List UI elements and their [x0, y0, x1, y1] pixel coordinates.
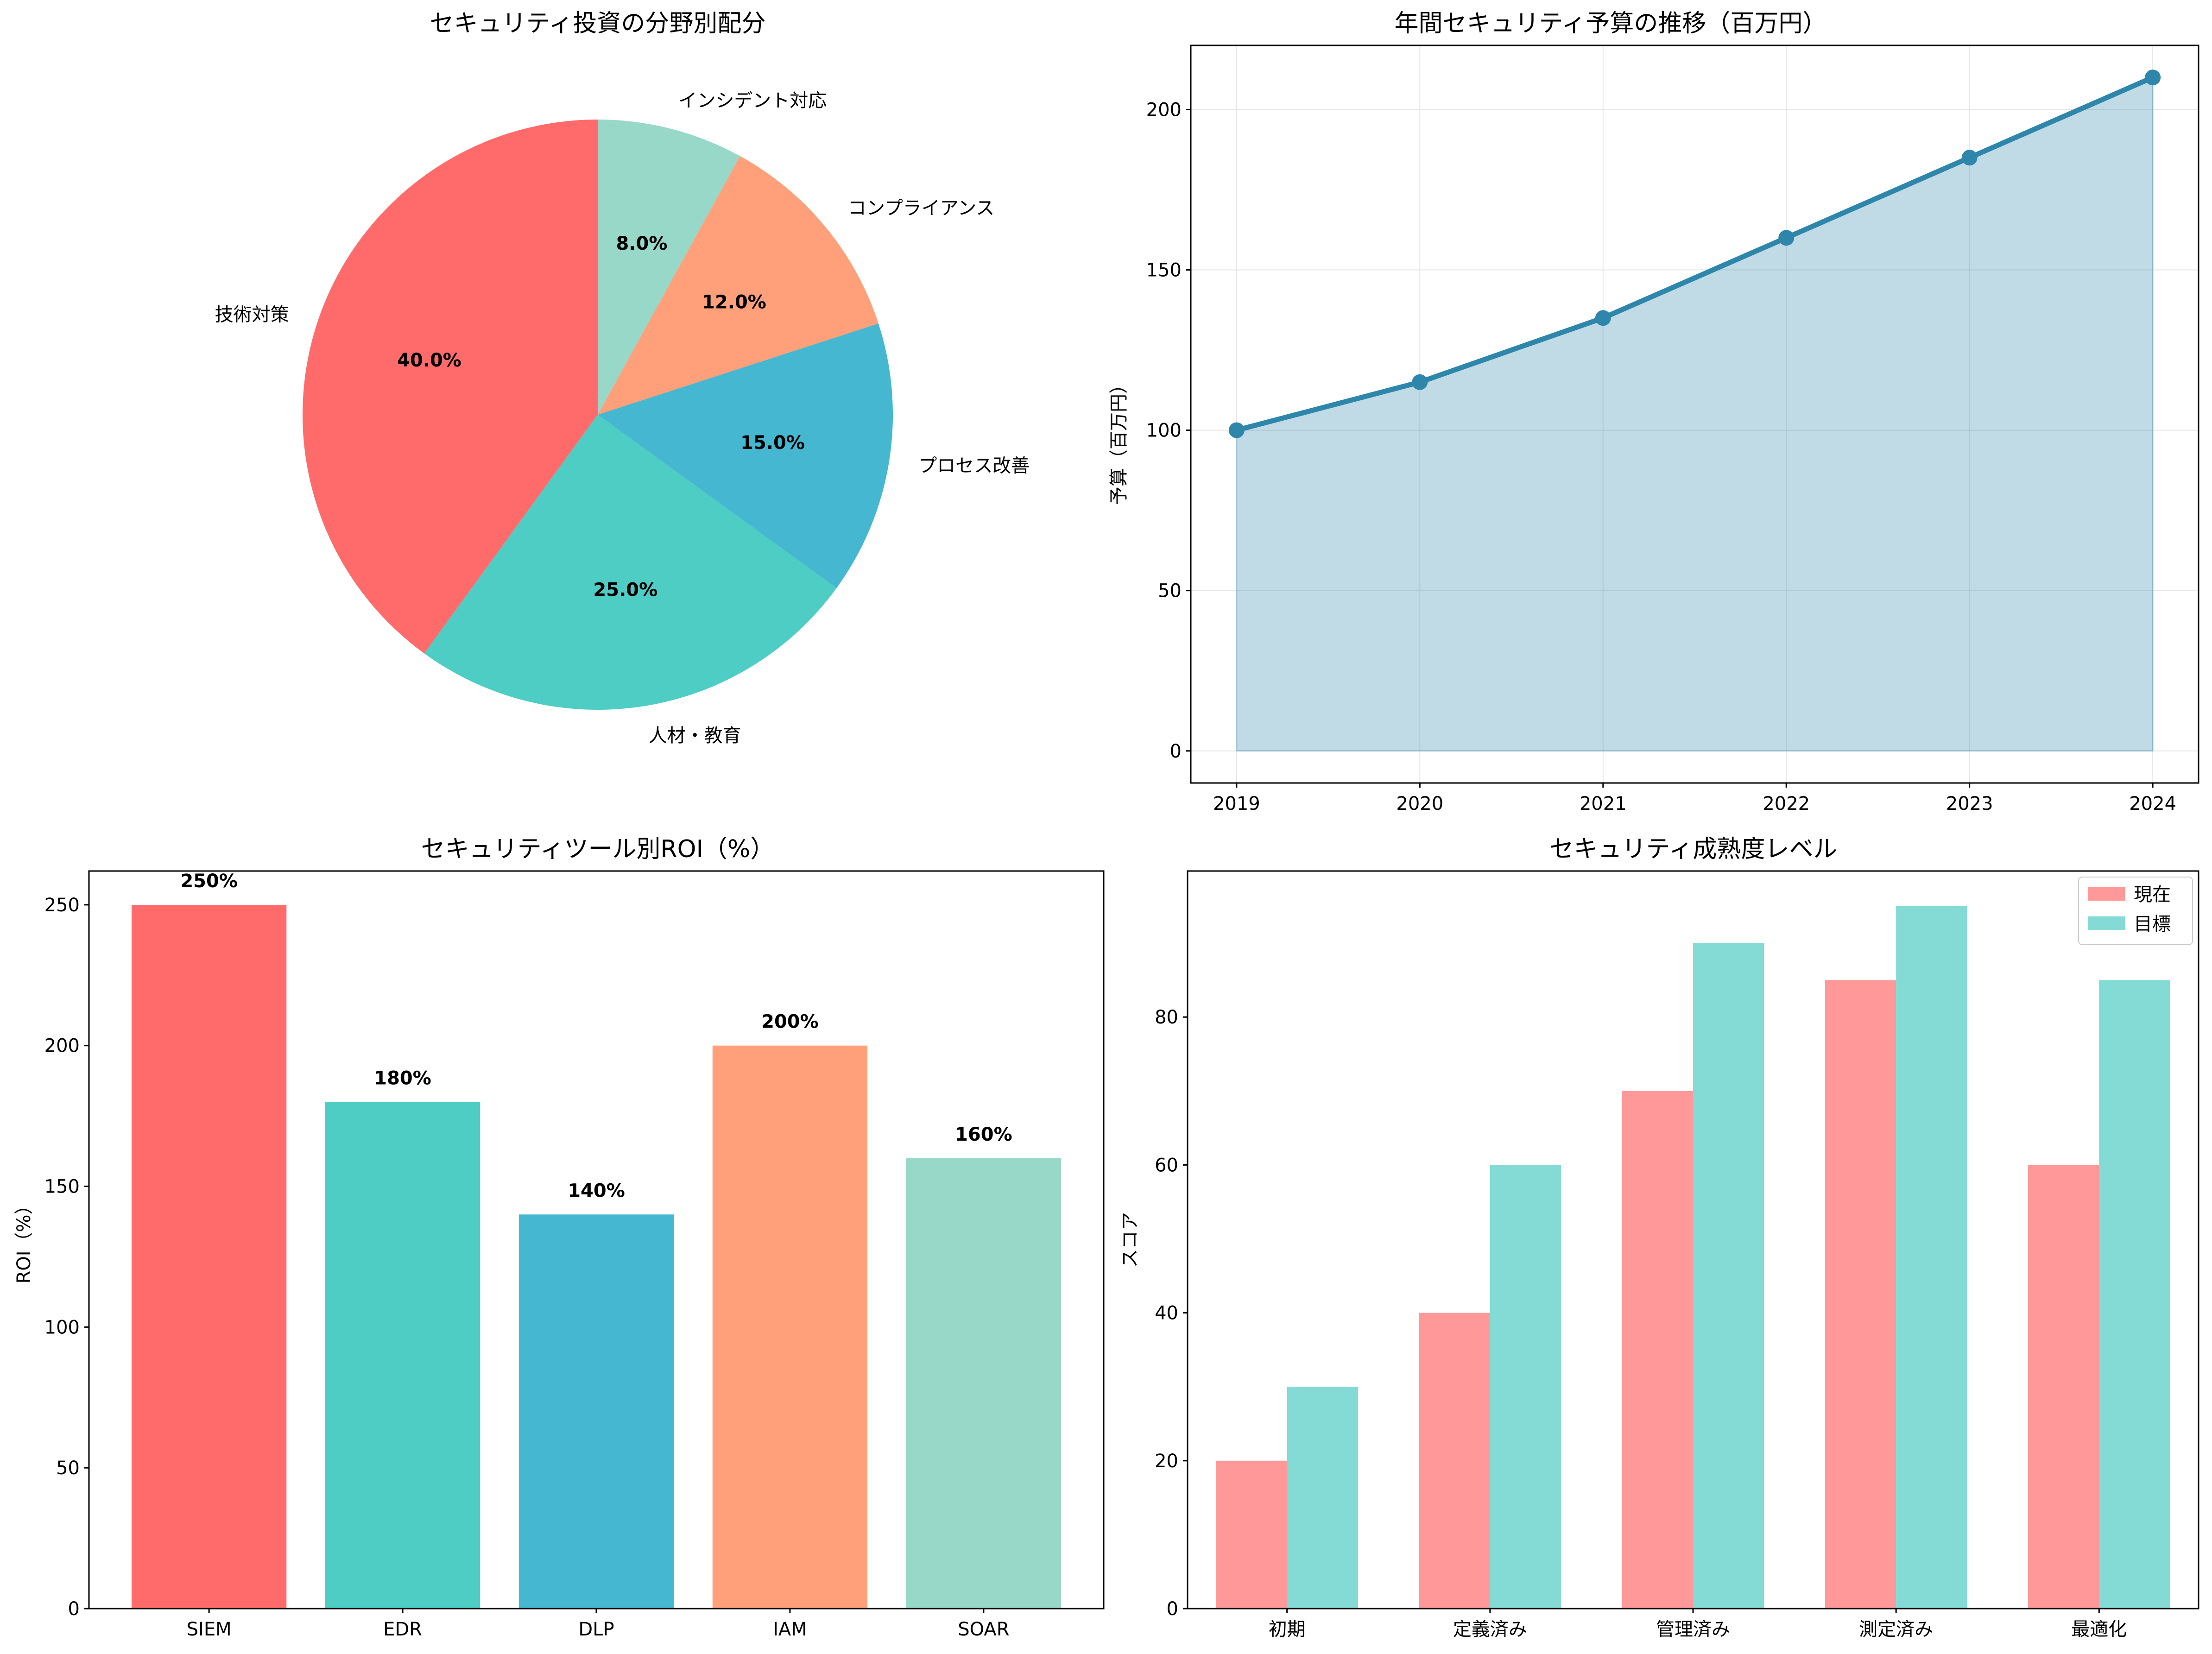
roi-bar	[712, 1045, 868, 1609]
pie-slice	[598, 323, 893, 588]
budget-panel: 年間セキュリティ予算の推移（百万円） 0 50 100 150 200 2019 2020 2…	[1108, 10, 2199, 814]
y-tick-label: 150	[1146, 260, 1182, 281]
y-tick-label: 250	[44, 895, 80, 916]
pie-slice	[303, 120, 598, 654]
budget-ylabel: 予算（百万円）	[1108, 375, 1130, 505]
maturity-ylabel: スコア	[1119, 1212, 1141, 1268]
data-point	[1228, 422, 1245, 438]
roi-bar	[518, 1214, 674, 1609]
y-tick-label: 0	[1170, 741, 1182, 762]
x-tick-label: 定義済み	[1453, 1619, 1527, 1640]
pie-panel: セキュリティ投資の分野別配分 技術対策 40.0% 人材・教育 25.0% プロセス改善…	[215, 10, 1030, 746]
current-bar	[1419, 1313, 1490, 1609]
series-line	[1234, 75, 2155, 433]
y-tick-label: 100	[44, 1317, 80, 1338]
pie-label: コンプライアンス	[848, 197, 994, 219]
legend-swatch-current	[2088, 887, 2125, 901]
maturity-title: セキュリティ成熟度レベル	[1550, 835, 1838, 863]
current-bar	[1825, 980, 1896, 1609]
data-point	[1961, 150, 1978, 166]
target-bar	[1693, 943, 1764, 1609]
x-tick-label: EDR	[383, 1619, 422, 1640]
pie-slice	[598, 156, 878, 415]
data-point	[1595, 310, 1611, 326]
roi-value-label: 180%	[374, 1067, 431, 1089]
target-bar	[1896, 906, 1967, 1609]
y-tick-label: 0	[1167, 1598, 1178, 1620]
budget-title: 年間セキュリティ予算の推移（百万円）	[1395, 10, 1827, 38]
budget-axes-frame	[1190, 44, 2199, 784]
target-bar	[2099, 980, 2170, 1609]
maturity-panel: セキュリティ成熟度レベル 初期 定義済み 管理済み 測定済み 最適化020406080 …	[1119, 835, 2199, 1640]
roi-value-label: 160%	[955, 1124, 1012, 1145]
pie-percent-label: 8.0%	[616, 233, 668, 254]
x-tick-label: 2019	[1213, 793, 1260, 814]
x-tick-label: 2021	[1580, 793, 1627, 814]
pie-title: セキュリティ投資の分野別配分	[430, 10, 766, 38]
target-bar	[1490, 1165, 1561, 1609]
data-point	[1778, 230, 1795, 246]
roi-value-label: 250%	[180, 871, 238, 892]
y-tick-label: 200	[1146, 99, 1182, 120]
pie-label: 人材・教育	[649, 725, 741, 746]
x-tick-label: 管理済み	[1656, 1619, 1730, 1640]
y-tick-label: 150	[44, 1176, 80, 1198]
x-tick-label: SIEM	[187, 1619, 232, 1640]
pie-percent-label: 25.0%	[593, 580, 657, 601]
legend-label-target: 目標	[2134, 914, 2171, 935]
current-bar	[2028, 1165, 2099, 1609]
y-tick-label: 0	[68, 1598, 80, 1620]
y-tick-label: 20	[1155, 1451, 1178, 1472]
roi-value-label: 140%	[568, 1180, 625, 1201]
maturity-axes-frame	[1187, 870, 2199, 1610]
x-tick-label: 2024	[2129, 793, 2176, 814]
pie-percent-label: 12.0%	[702, 291, 766, 313]
pie-label: プロセス改善	[918, 455, 1030, 477]
maturity-legend: 現在 目標	[2078, 877, 2193, 945]
legend-swatch-target	[2088, 916, 2125, 930]
roi-value-label: 200%	[761, 1011, 819, 1033]
y-tick-label: 80	[1155, 1007, 1178, 1028]
x-tick-label: DLP	[578, 1619, 614, 1640]
pie-percent-label: 40.0%	[397, 350, 461, 371]
pie-label: 技術対策	[215, 304, 289, 326]
y-tick-label: 50	[56, 1458, 80, 1479]
x-tick-label: 最適化	[2071, 1619, 2127, 1640]
y-tick-label: 60	[1155, 1155, 1178, 1176]
pie-slice	[598, 120, 740, 415]
x-tick-label: IAM	[773, 1619, 807, 1640]
y-tick-label: 100	[1146, 420, 1182, 442]
current-bar	[1622, 1091, 1693, 1609]
y-tick-label: 50	[1158, 581, 1182, 602]
roi-panel: セキュリティツール別ROI（%） 250% 180% 140% 200% 160% SI…	[13, 835, 1105, 1640]
pie-percent-label: 15.0%	[740, 432, 805, 454]
roi-axes-frame	[88, 870, 1105, 1610]
y-tick-label: 40	[1155, 1303, 1178, 1324]
roi-ylabel: ROI（%）	[13, 1196, 35, 1283]
x-tick-label: 初期	[1269, 1619, 1306, 1640]
x-tick-label: 2023	[1946, 793, 1993, 814]
data-point	[2145, 69, 2161, 86]
x-tick-label: 2020	[1396, 793, 1443, 814]
roi-bar	[131, 904, 287, 1609]
x-tick-label: 2022	[1763, 793, 1810, 814]
data-point	[1412, 374, 1428, 390]
pie-slice	[424, 415, 837, 710]
current-bar	[1216, 1460, 1287, 1609]
x-tick-label: SOAR	[958, 1619, 1009, 1640]
roi-title: セキュリティツール別ROI（%）	[421, 835, 775, 863]
roi-bar	[906, 1158, 1062, 1609]
pie-label: インシデント対応	[678, 90, 827, 111]
x-tick-label: 測定済み	[1859, 1619, 1933, 1640]
roi-bar	[325, 1102, 480, 1609]
y-tick-label: 200	[44, 1035, 80, 1057]
legend-label-current: 現在	[2134, 884, 2171, 905]
target-bar	[1287, 1387, 1359, 1609]
